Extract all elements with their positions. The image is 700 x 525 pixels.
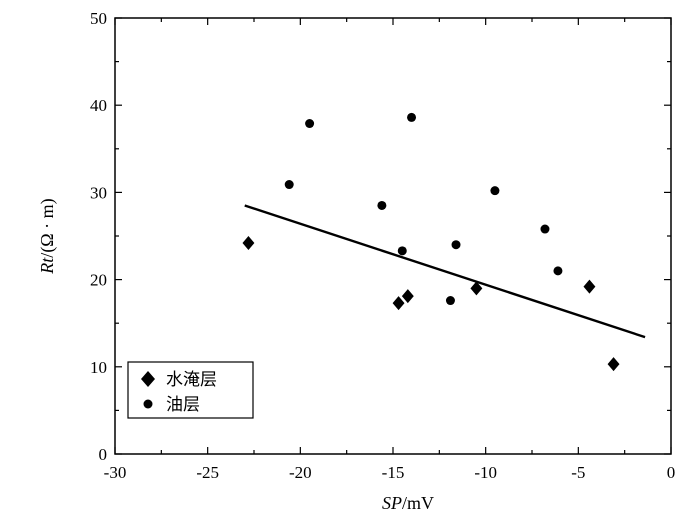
y-tick-label: 30 <box>90 183 107 202</box>
axis-ticks <box>114 17 672 455</box>
legend-label-oil: 油层 <box>166 395 200 415</box>
y-tick-label: 10 <box>90 358 107 377</box>
data-point-water-flooded <box>470 281 483 296</box>
x-tick-label: -30 <box>104 463 127 482</box>
data-point-oil <box>540 224 550 234</box>
data-point-water-flooded <box>607 357 620 372</box>
x-tick-labels: -30 -25 -20 -15 -10 -5 0 <box>104 463 676 482</box>
legend-box <box>127 361 254 419</box>
x-tick-label: -10 <box>474 463 497 482</box>
trendline-group <box>244 204 646 339</box>
data-point-oil <box>305 119 315 129</box>
legend: 水淹层 油层 <box>127 361 254 419</box>
data-point-water-flooded <box>392 296 405 311</box>
x-tick-label: 0 <box>667 463 676 482</box>
data-points <box>242 112 620 372</box>
data-point-water-flooded <box>583 279 596 294</box>
data-point-oil <box>553 266 563 276</box>
x-tick-label: -25 <box>196 463 219 482</box>
x-axis-label: SP/mV <box>382 493 434 513</box>
y-tick-labels: 0 10 20 30 40 50 <box>90 9 107 464</box>
y-tick-label: 50 <box>90 9 107 28</box>
data-point-water-flooded <box>401 289 414 304</box>
legend-diamond-icon <box>141 371 155 387</box>
data-point-oil <box>445 296 455 306</box>
data-point-oil <box>407 112 417 122</box>
legend-label-water-flooded: 水淹层 <box>166 370 217 390</box>
legend-circle-icon <box>143 399 153 409</box>
data-point-oil <box>397 246 407 256</box>
data-point-oil <box>284 180 294 190</box>
x-tick-label: -15 <box>382 463 405 482</box>
x-tick-label: -5 <box>571 463 585 482</box>
x-tick-label: -20 <box>289 463 312 482</box>
y-axis-label: Rt/(Ω · m) <box>37 198 58 274</box>
data-point-oil <box>451 240 461 250</box>
y-tick-label: 40 <box>90 96 107 115</box>
trendline <box>244 204 646 339</box>
data-point-oil <box>490 186 500 196</box>
data-point-water-flooded <box>242 235 255 250</box>
y-tick-label: 0 <box>99 445 108 464</box>
data-point-oil <box>377 200 387 210</box>
y-tick-label: 20 <box>90 271 107 290</box>
